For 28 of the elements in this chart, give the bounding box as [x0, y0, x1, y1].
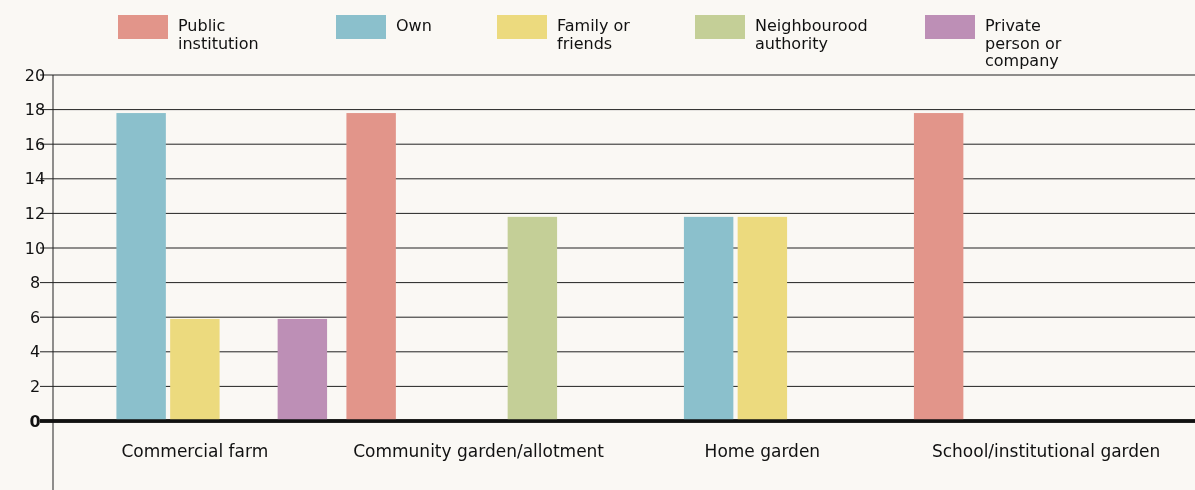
y-tick-label: 0	[29, 411, 41, 431]
bar	[346, 113, 396, 421]
bar	[737, 216, 788, 421]
y-tick-label: 18	[24, 100, 46, 120]
y-tick-label: 2	[29, 377, 41, 397]
y-tick-label: 4	[29, 342, 41, 362]
legend-label: Own	[396, 16, 432, 35]
y-tick-label: 20	[24, 65, 46, 85]
y-tick-label: 10	[24, 238, 46, 258]
y-tick-label: 16	[24, 134, 46, 154]
bar	[277, 318, 328, 421]
legend-label: Family or friends	[557, 16, 631, 53]
legend-label: Private person or company	[985, 16, 1062, 71]
y-tick-label: 14	[24, 169, 46, 189]
y-tick-label: 12	[24, 204, 46, 224]
x-tick-label: Home garden	[704, 441, 821, 461]
legend-label: Neighbourood authority	[755, 16, 868, 53]
y-tick-label: 6	[29, 307, 41, 327]
bar	[683, 216, 734, 421]
y-tick-label: 8	[29, 273, 41, 293]
bar	[170, 318, 220, 421]
bar	[913, 113, 964, 421]
legend-label: Public institution	[178, 16, 259, 53]
x-tick-label: School/institutional garden	[931, 441, 1161, 461]
bar	[116, 113, 166, 421]
bar	[507, 216, 558, 421]
x-tick-label: Commercial farm	[121, 441, 269, 461]
x-tick-label: Community garden/allotment	[353, 441, 605, 461]
